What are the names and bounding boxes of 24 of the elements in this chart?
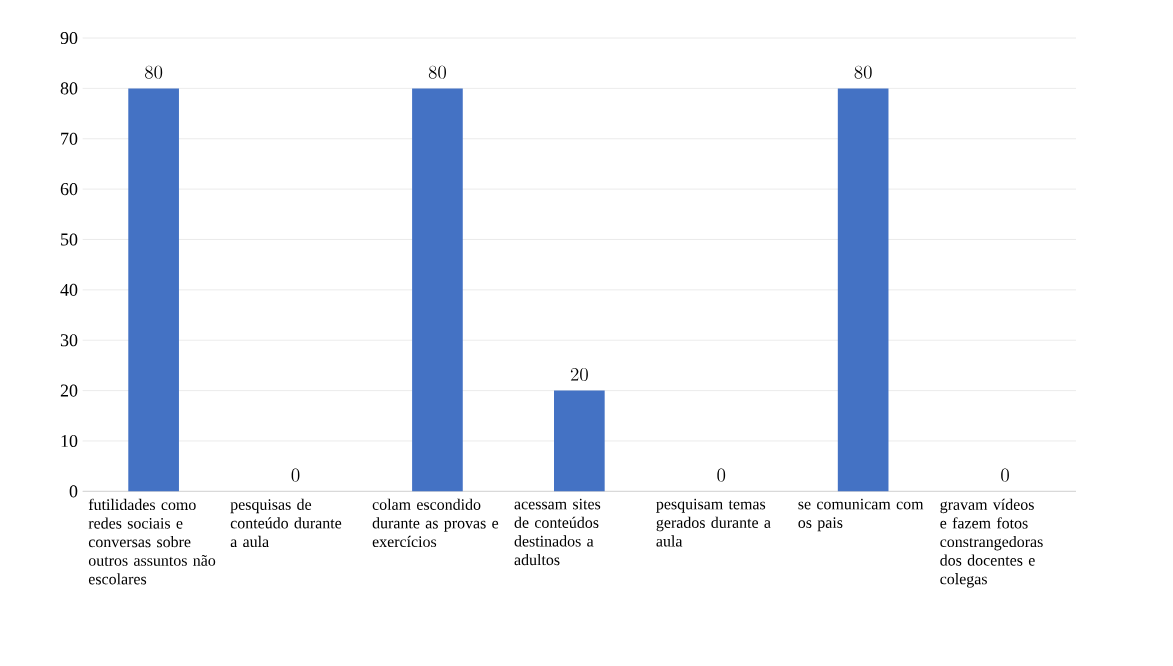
y-tick-label: 20 [60,384,78,397]
data-label: 80 [428,65,446,79]
y-tick-label: 0 [69,485,78,498]
x-tick-label: acessam sites de conteúdos destinados a adultos [514,498,601,566]
y-tick-label: 40 [60,283,78,296]
data-label: 0 [717,468,726,482]
y-tick-label: 80 [60,82,78,95]
data-label: 80 [854,65,872,79]
y-tick-label: 10 [61,434,78,448]
y-tick-label: 70 [61,132,78,145]
x-tick-label: se comunicam com os pais [798,498,924,532]
data-label: 0 [1001,468,1009,482]
y-tick-label: 30 [60,334,78,347]
y-tick-label: 90 [60,31,78,45]
x-tick-label: gravam vídeos e fazem fotos constrangedoras dos docentes e colegas [940,498,1043,588]
data-label: 80 [145,65,163,79]
y-tick-label: 50 [61,233,78,246]
y-tick-label: 60 [60,183,78,196]
x-tick-label: pesquisam temas gerados durante a aula [656,498,771,547]
x-tick-label: futilidades como redes sociais e conversas sobre outros assuntos não escolares [88,498,216,585]
x-tick-label: colam escondido durante as provas e exercícios [372,498,499,548]
x-tick-label: pesquisas de conteúdo durante a aula [230,498,342,548]
data-label: 0 [291,468,300,482]
data-label: 20 [570,367,588,381]
